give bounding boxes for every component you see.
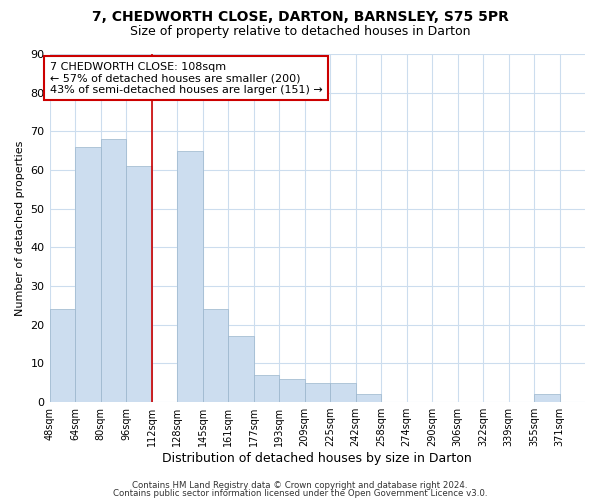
Bar xyxy=(356,394,381,402)
Bar xyxy=(177,150,203,402)
Bar xyxy=(330,382,356,402)
Bar xyxy=(305,382,330,402)
Bar xyxy=(50,310,75,402)
Y-axis label: Number of detached properties: Number of detached properties xyxy=(15,140,25,316)
Text: 7 CHEDWORTH CLOSE: 108sqm
← 57% of detached houses are smaller (200)
43% of semi: 7 CHEDWORTH CLOSE: 108sqm ← 57% of detac… xyxy=(50,62,323,95)
Text: 7, CHEDWORTH CLOSE, DARTON, BARNSLEY, S75 5PR: 7, CHEDWORTH CLOSE, DARTON, BARNSLEY, S7… xyxy=(92,10,508,24)
X-axis label: Distribution of detached houses by size in Darton: Distribution of detached houses by size … xyxy=(163,452,472,465)
Text: Contains HM Land Registry data © Crown copyright and database right 2024.: Contains HM Land Registry data © Crown c… xyxy=(132,481,468,490)
Bar xyxy=(254,375,279,402)
Bar xyxy=(203,310,228,402)
Bar xyxy=(228,336,254,402)
Text: Contains public sector information licensed under the Open Government Licence v3: Contains public sector information licen… xyxy=(113,488,487,498)
Bar xyxy=(534,394,560,402)
Bar xyxy=(126,166,152,402)
Bar xyxy=(279,379,305,402)
Text: Size of property relative to detached houses in Darton: Size of property relative to detached ho… xyxy=(130,25,470,38)
Bar xyxy=(75,147,101,402)
Bar xyxy=(101,139,126,402)
